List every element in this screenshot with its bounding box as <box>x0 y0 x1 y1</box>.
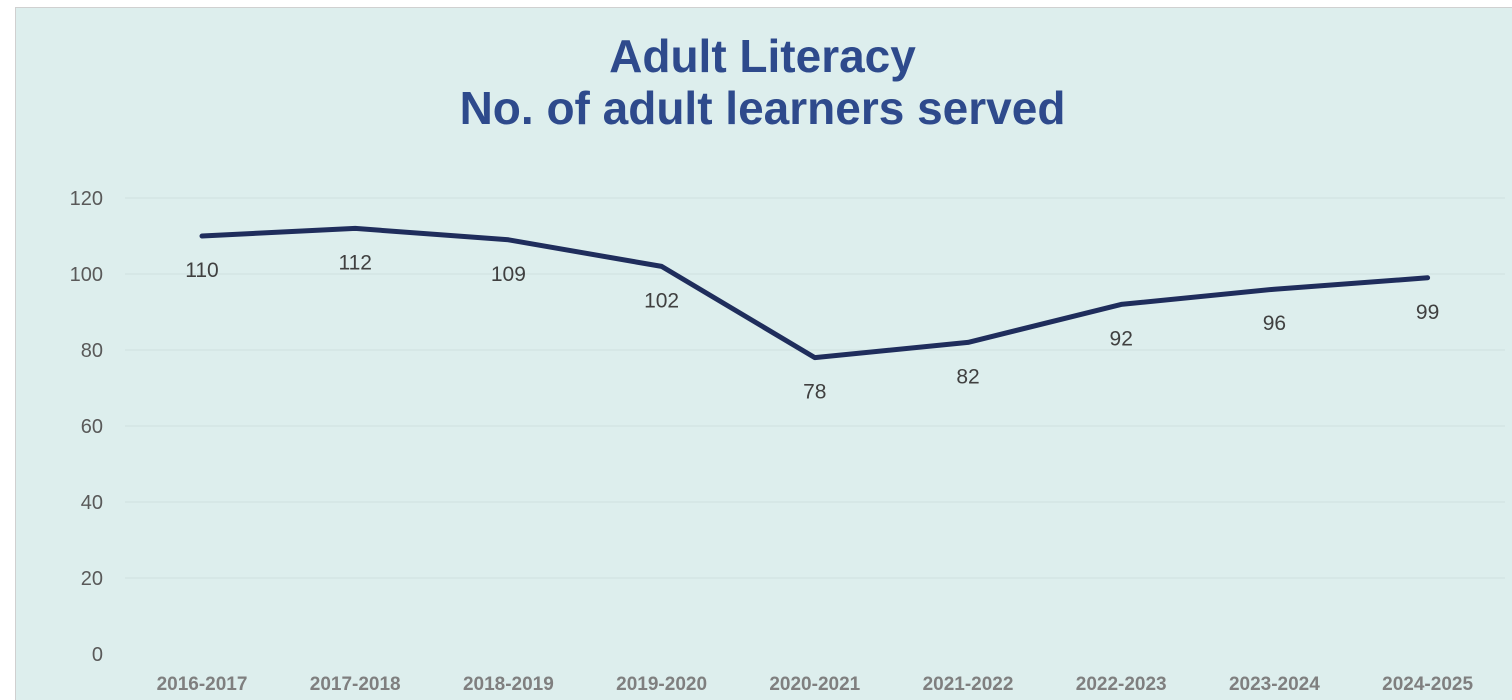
y-tick-label: 100 <box>70 264 103 286</box>
series-line-group <box>199 225 1431 361</box>
y-tick-label: 20 <box>81 568 103 590</box>
x-axis-category-labels: 2016-2017 2017-2018 2018-2019 2019-2020 2020… <box>157 674 1474 695</box>
x-category-label: 2018-2019 <box>463 674 554 695</box>
data-label: 78 <box>803 381 826 404</box>
series-line <box>199 225 1431 361</box>
gridlines <box>125 197 1505 579</box>
x-category-label: 2020-2021 <box>769 674 860 695</box>
data-label: 112 <box>338 251 371 274</box>
y-axis-tick-labels: 0 20 40 60 80 100 120 <box>70 188 103 666</box>
data-label: 110 <box>185 259 218 282</box>
x-category-label: 2023-2024 <box>1229 674 1320 695</box>
x-category-label: 2024-2025 <box>1382 674 1473 695</box>
chart-subtitle: No. of adult learners served <box>459 82 1066 134</box>
data-label: 92 <box>1110 327 1133 350</box>
data-label: 96 <box>1263 312 1286 335</box>
chart-title-block: Adult Literacy No. of adult learners ser… <box>0 30 1512 134</box>
chart-title: Adult Literacy <box>609 30 916 82</box>
y-tick-label: 60 <box>81 416 103 438</box>
x-category-label: 2016-2017 <box>157 674 248 695</box>
x-category-label: 2017-2018 <box>310 674 401 695</box>
x-category-label: 2021-2022 <box>923 674 1014 695</box>
data-label: 102 <box>644 289 679 312</box>
x-category-label: 2019-2020 <box>616 674 707 695</box>
data-label: 109 <box>491 263 526 286</box>
y-tick-label: 80 <box>81 340 103 362</box>
x-category-label: 2022-2023 <box>1076 674 1167 695</box>
chart-area <box>15 7 1512 700</box>
data-label: 99 <box>1416 301 1439 324</box>
y-tick-label: 120 <box>70 188 103 210</box>
data-labels: 110 112 109 102 78 82 92 96 99 <box>185 251 1439 403</box>
data-label: 82 <box>956 365 979 388</box>
y-tick-label: 0 <box>92 644 103 666</box>
y-tick-label: 40 <box>81 492 103 514</box>
